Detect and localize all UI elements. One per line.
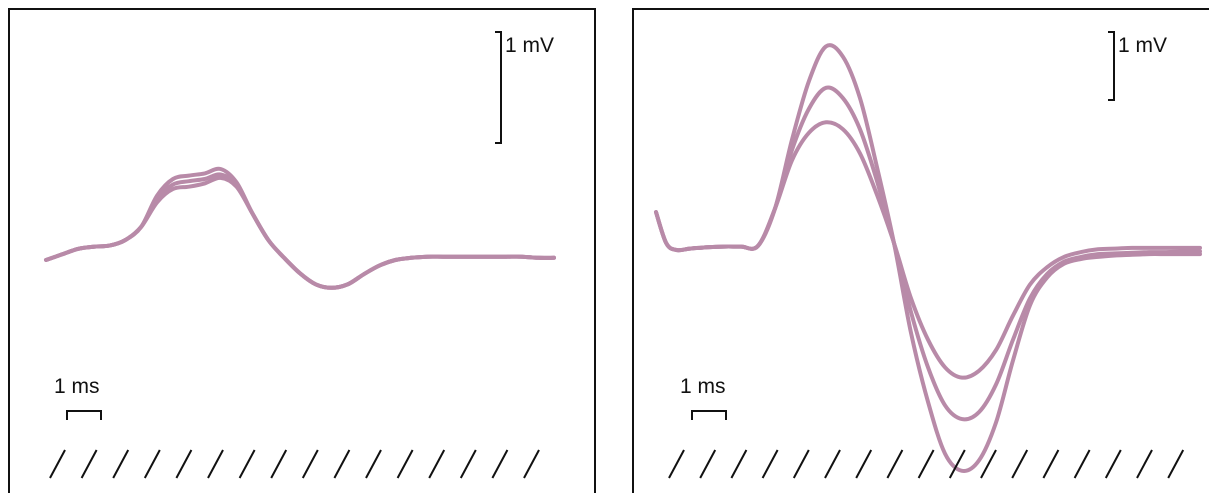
- tick-mark: [699, 449, 717, 479]
- tick-marks: [668, 449, 1185, 479]
- tick-mark: [112, 449, 130, 479]
- trace-series-2: [654, 85, 1202, 422]
- tick-mark: [207, 449, 224, 479]
- amplitude-scale-bar: [1108, 31, 1115, 101]
- amplitude-scale-bar: [495, 31, 502, 144]
- time-scale-bar: [66, 410, 102, 420]
- trace-series-3: [44, 175, 556, 290]
- tick-mark: [491, 449, 509, 479]
- tick-mark: [365, 449, 382, 479]
- tick-mark: [948, 449, 966, 479]
- tick-mark: [792, 449, 810, 479]
- tick-mark: [980, 449, 997, 479]
- amplitude-scale-label: 1 mV: [505, 34, 554, 57]
- chart-panel-right: 1 mV 1 ms: [632, 8, 1209, 493]
- tick-mark: [1073, 449, 1091, 479]
- tick-mark: [49, 449, 66, 479]
- time-scale-label: 1 ms: [54, 375, 100, 398]
- time-scale-label: 1 ms: [680, 375, 726, 398]
- tick-mark: [917, 449, 935, 479]
- chart-left-svg: 1 mV 1 ms: [44, 31, 556, 479]
- chart-right-svg: 1 mV 1 ms: [654, 31, 1202, 479]
- tick-mark: [143, 449, 161, 479]
- tick-mark: [459, 449, 477, 479]
- tick-mark: [1167, 449, 1185, 479]
- tick-mark: [428, 449, 446, 479]
- trace-series-1: [654, 43, 1202, 473]
- tick-mark: [761, 449, 779, 479]
- tick-mark: [824, 449, 841, 479]
- trace-group: [654, 43, 1202, 473]
- tick-mark: [730, 449, 748, 479]
- tick-mark: [1011, 449, 1029, 479]
- tick-mark: [523, 449, 540, 479]
- tick-mark: [1042, 449, 1060, 479]
- tick-mark: [175, 449, 193, 479]
- tick-mark: [668, 449, 685, 479]
- tick-mark: [396, 449, 414, 479]
- trace-series-3: [654, 120, 1202, 380]
- tick-marks: [49, 449, 540, 479]
- tick-mark: [270, 449, 288, 479]
- tick-mark: [301, 449, 319, 479]
- tick-mark: [333, 449, 351, 479]
- trace-series-1: [44, 166, 556, 290]
- time-scale-bar: [691, 410, 727, 420]
- trace-group: [44, 166, 556, 290]
- tick-mark: [855, 449, 873, 479]
- tick-mark: [238, 449, 256, 479]
- amplitude-scale-label: 1 mV: [1118, 34, 1167, 57]
- tick-mark: [1104, 449, 1122, 479]
- tick-mark: [886, 449, 904, 479]
- chart-panel-left: 1 mV 1 ms: [8, 8, 596, 493]
- tick-mark: [80, 449, 98, 479]
- tick-mark: [1136, 449, 1153, 479]
